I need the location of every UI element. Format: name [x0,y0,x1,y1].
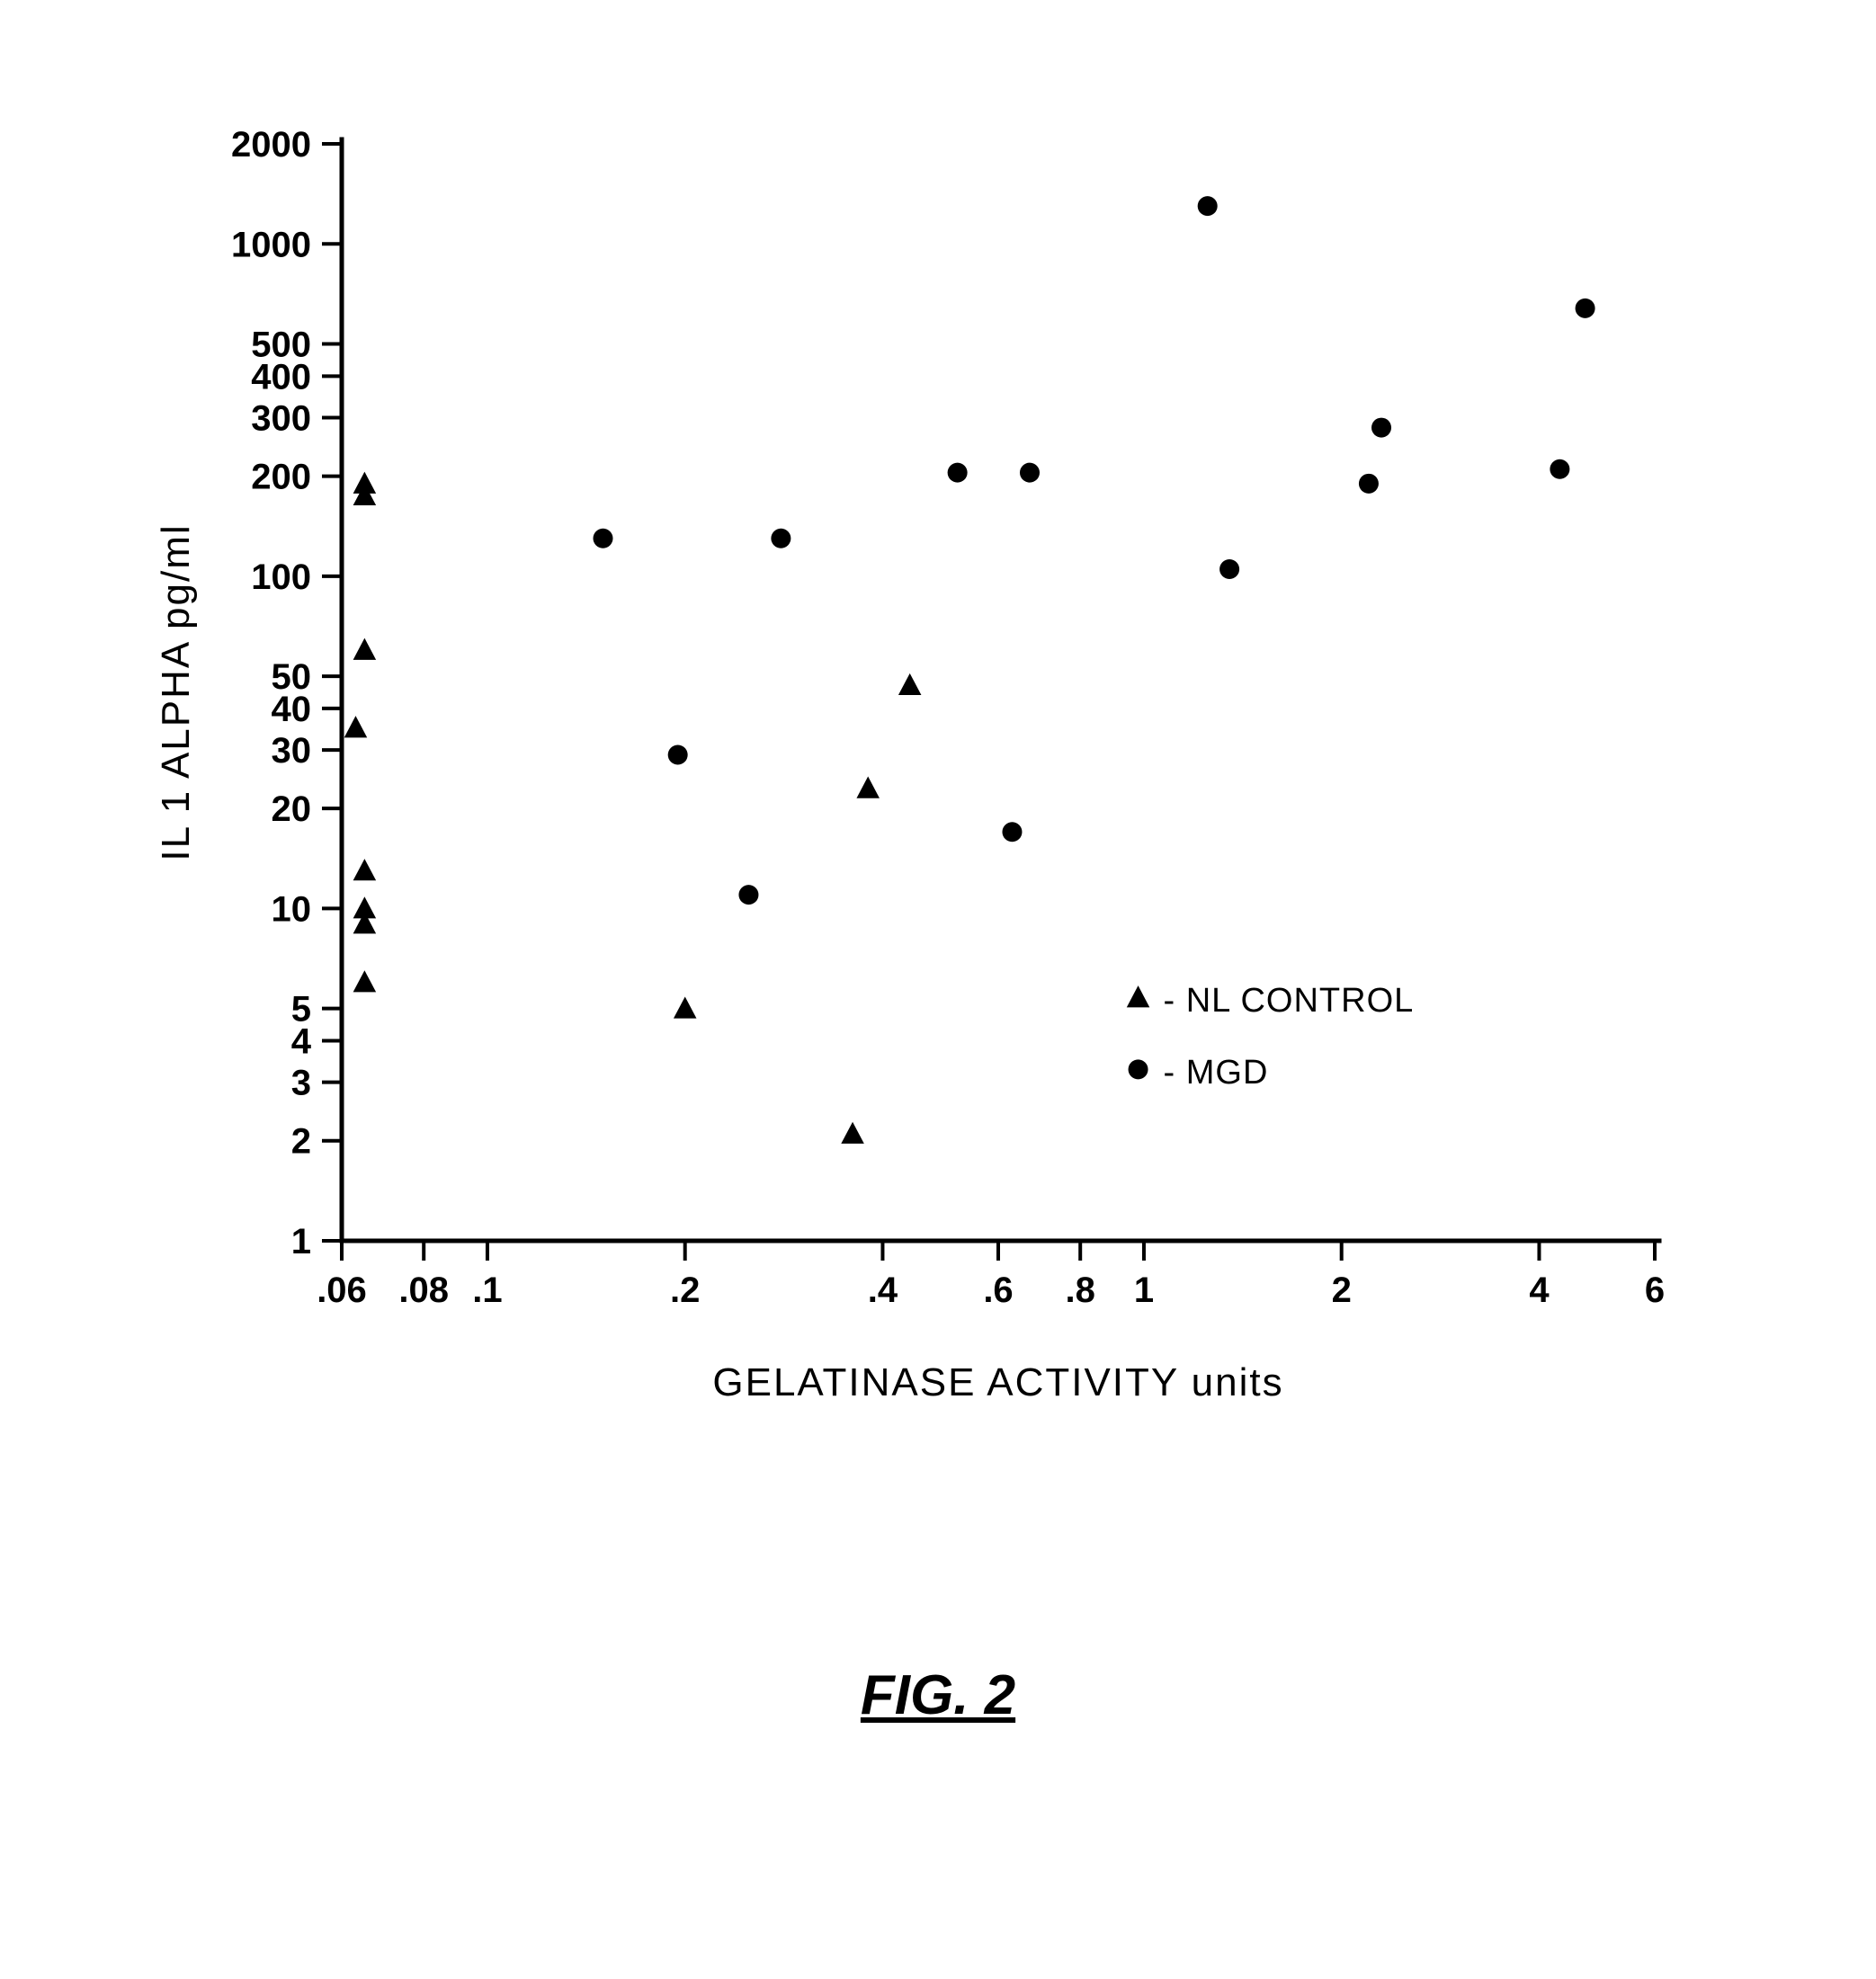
x-tick-label: .6 [983,1270,1013,1310]
x-tick-label: .4 [868,1270,898,1310]
data-point-mgd [668,745,688,765]
x-tick-label: .1 [472,1270,502,1310]
y-tick-label: 500 [251,325,311,365]
data-point-mgd [593,529,612,548]
data-point-mgd [1550,459,1569,479]
legend-marker-circle-icon [1129,1059,1148,1079]
x-tick-label: .06 [317,1270,367,1310]
x-axis-label: GELATINASE ACTIVITY units [712,1360,1283,1404]
data-point-mgd [1198,196,1218,216]
y-tick-label: 1 [291,1222,311,1261]
data-point-mgd [1371,418,1391,438]
y-tick-label: 100 [251,557,311,597]
y-tick-label: 2 [291,1122,311,1162]
x-tick-label: .2 [670,1270,700,1310]
y-tick-label: 1000 [231,225,311,264]
figure-caption: FIG. 2 [0,1663,1876,1727]
data-point-nl-control [344,716,368,737]
data-point-mgd [1002,822,1022,842]
legend-marker-triangle-icon [1127,985,1150,1007]
data-point-nl-control [353,970,377,992]
data-point-nl-control [353,638,377,660]
data-point-mgd [771,529,791,548]
data-point-mgd [948,463,968,483]
page: 12345102030405010020030040050010002000.0… [0,0,1876,1979]
data-point-nl-control [841,1122,864,1144]
x-tick-label: .8 [1066,1270,1095,1310]
data-point-mgd [1359,474,1379,494]
y-tick-label: 3 [291,1064,311,1103]
x-tick-label: 4 [1529,1270,1550,1310]
y-axis-label: IL 1 ALPHA pg/ml [154,523,198,860]
data-point-mgd [1219,559,1239,579]
y-tick-label: 50 [272,657,312,697]
y-tick-label: 5 [291,990,311,1030]
chart-wrap: 12345102030405010020030040050010002000.0… [126,108,1750,1636]
y-tick-label: 20 [272,789,312,829]
y-tick-label: 10 [272,889,312,929]
scatter-chart: 12345102030405010020030040050010002000.0… [126,108,1750,1475]
data-point-nl-control [898,673,922,695]
data-point-nl-control [674,996,697,1018]
data-point-nl-control [353,859,377,880]
y-tick-label: 200 [251,458,311,497]
x-tick-label: 2 [1332,1270,1352,1310]
y-tick-label: 30 [272,731,312,771]
data-point-nl-control [856,777,880,798]
data-point-nl-control [353,484,377,505]
data-point-mgd [738,885,758,905]
y-tick-label: 300 [251,399,311,439]
legend-label: - NL CONTROL [1164,982,1415,1020]
y-tick-label: 2000 [231,125,311,165]
x-tick-label: 1 [1134,1270,1154,1310]
legend-label: - MGD [1164,1054,1269,1092]
data-point-mgd [1576,299,1595,318]
x-tick-label: .08 [398,1270,449,1310]
x-tick-label: 6 [1645,1270,1665,1310]
data-point-mgd [1020,463,1040,483]
